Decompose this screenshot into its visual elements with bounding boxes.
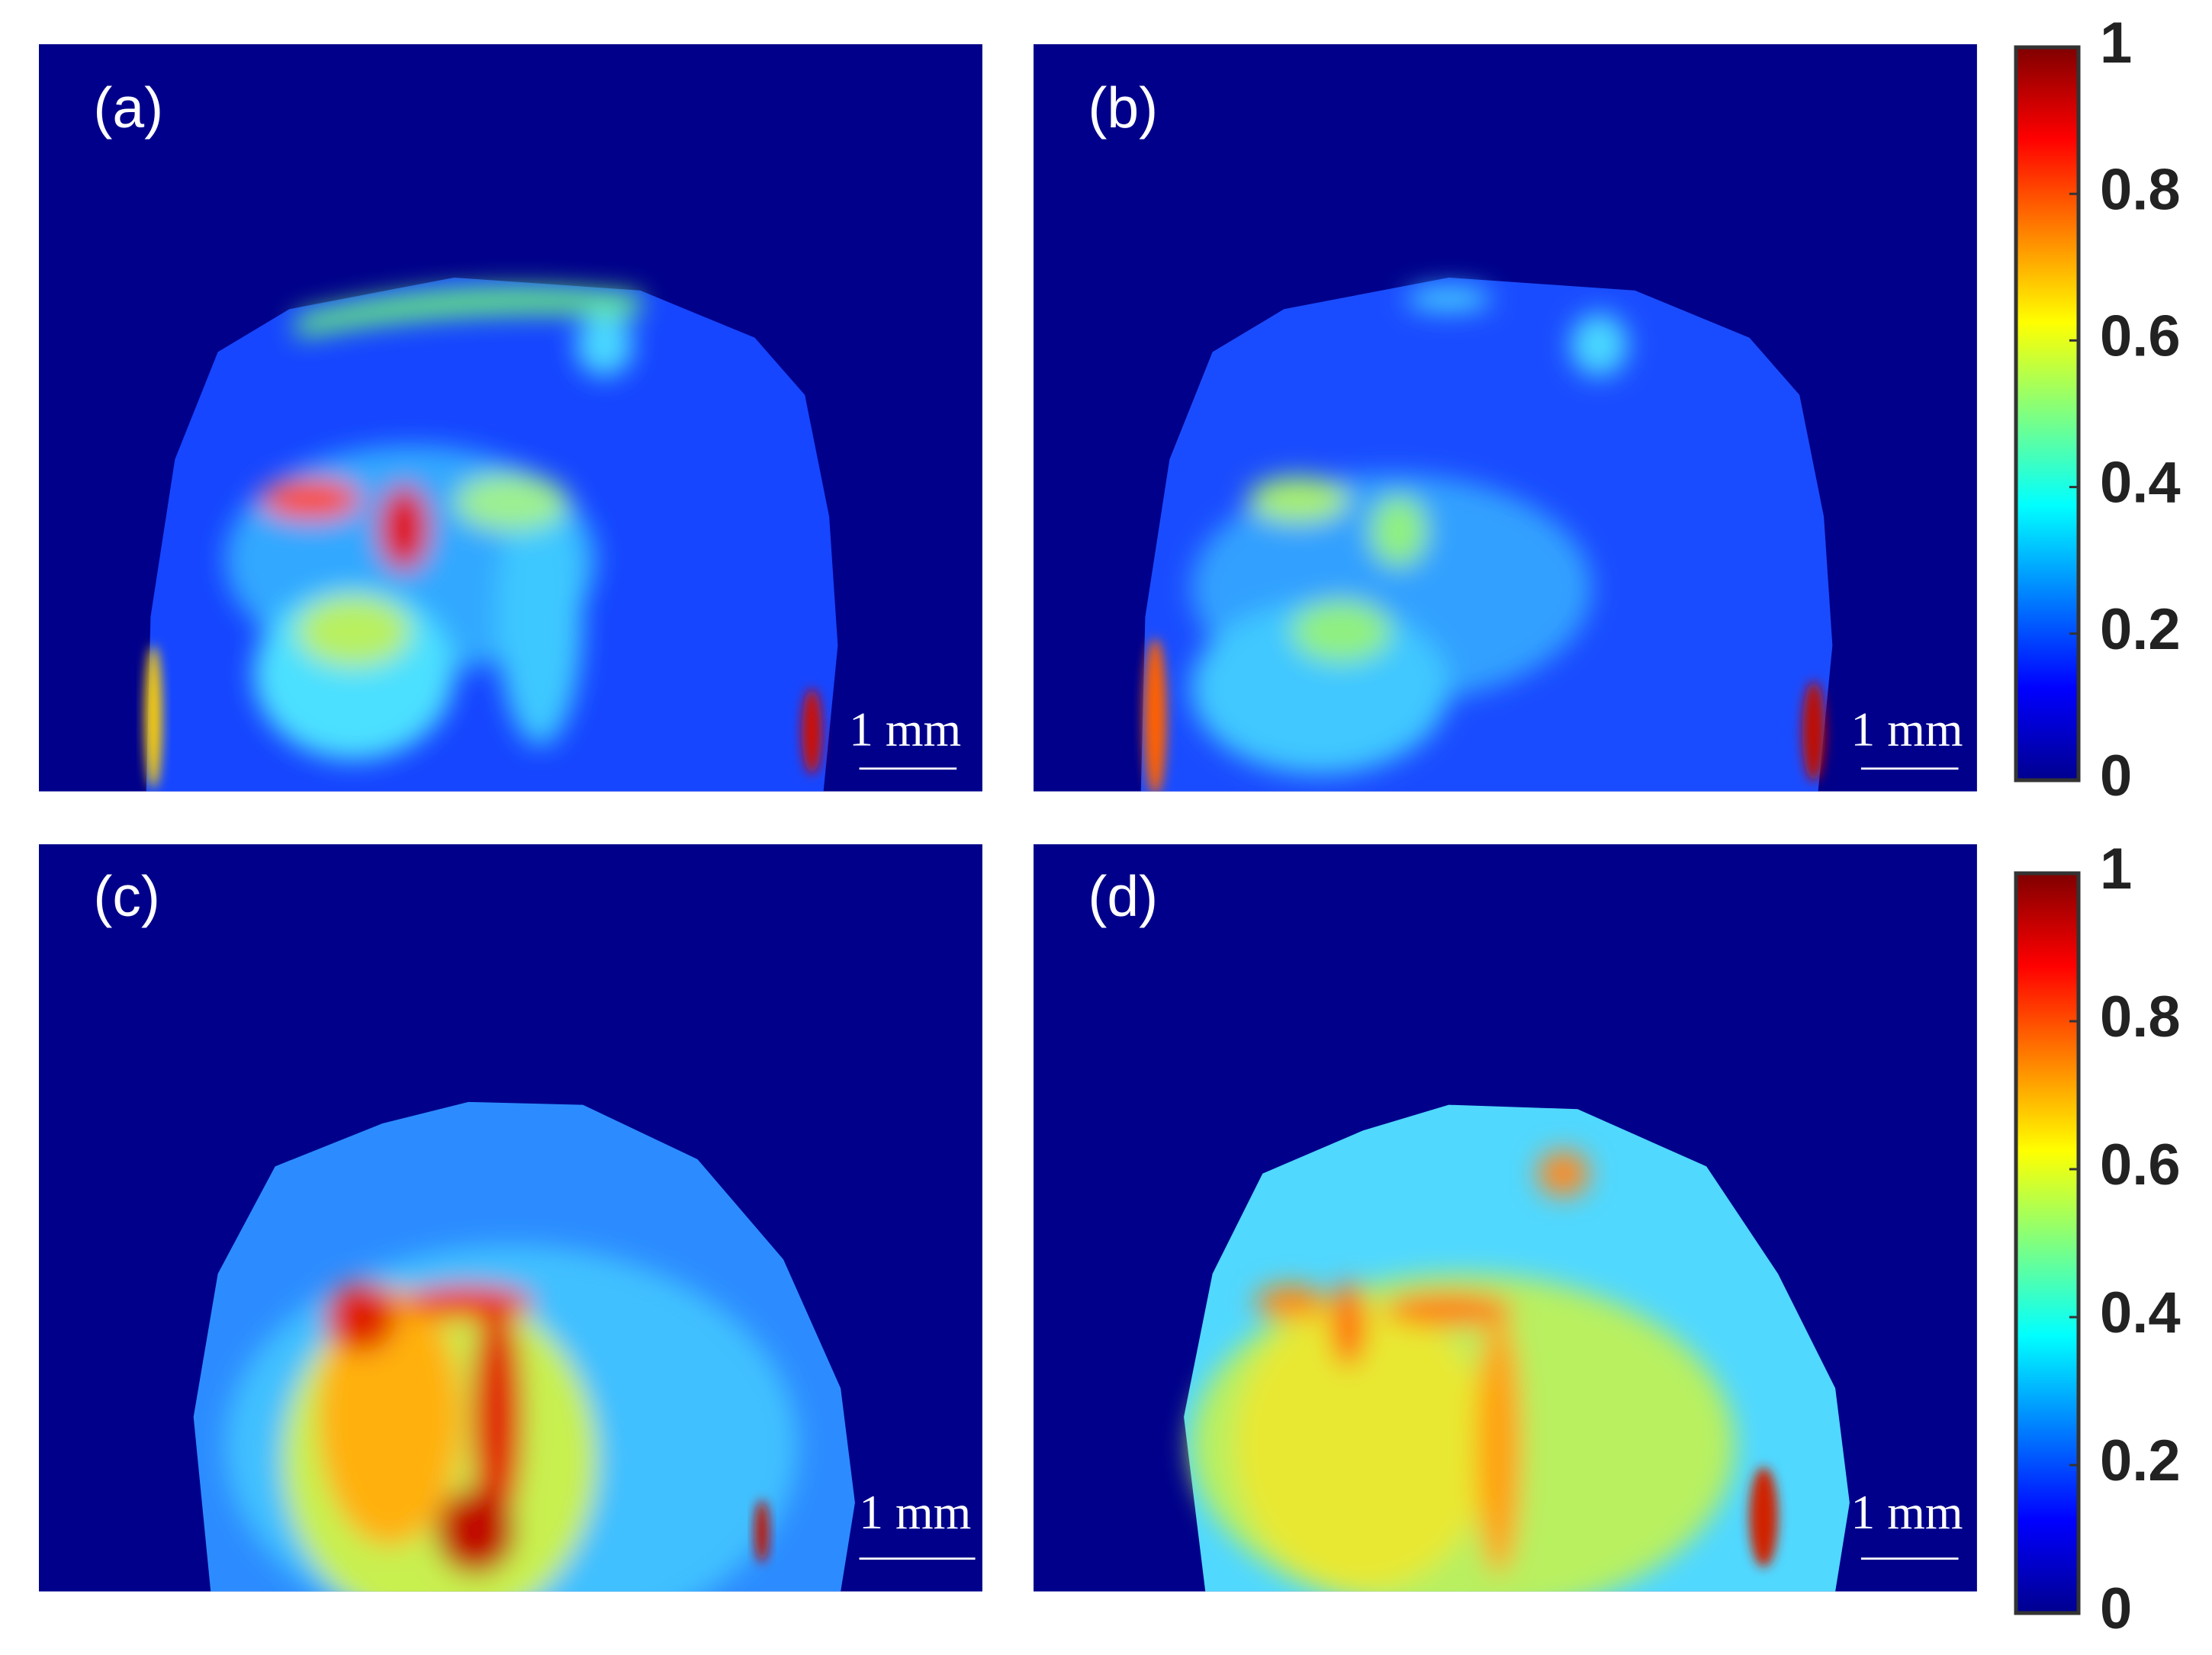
colorbar-tick-label: 0.2 — [2100, 597, 2181, 662]
colorbar-tick-label: 0.4 — [2100, 1281, 2181, 1345]
colorbar-tick-label: 0.6 — [2100, 304, 2181, 368]
scale-bar-label: 1 mm — [849, 702, 961, 757]
colorbar-tick-label: 0.8 — [2100, 157, 2181, 222]
colorbar-tick-label: 0.8 — [2100, 985, 2181, 1049]
panel-label: (c) — [93, 864, 160, 928]
colorbar — [2014, 871, 2081, 1615]
colorbar-tick-label: 1 — [2100, 11, 2132, 76]
panel-c: (c) 1 mm — [39, 844, 982, 1592]
colorbar-tick-label: 0.6 — [2100, 1133, 2181, 1197]
colorbar-tick-label: 0.2 — [2100, 1428, 2181, 1493]
colorbar-tick-label: 0 — [2100, 744, 2132, 808]
panel-label: (a) — [93, 76, 163, 140]
colorbar-tick-label: 1 — [2100, 837, 2132, 901]
colorbar — [2014, 45, 2081, 783]
colorbar-tick-label: 0.4 — [2100, 451, 2181, 516]
scale-bar-label: 1 mm — [1850, 1485, 1963, 1539]
panel-d: (d) 1 mm — [1034, 844, 1977, 1592]
panel-label: (b) — [1088, 76, 1158, 140]
colorbar-tick-label: 0 — [2100, 1576, 2132, 1641]
scale-bar-label: 1 mm — [1850, 702, 1963, 757]
scale-bar-label: 1 mm — [859, 1485, 971, 1539]
panel-b: (b) 1 mm — [1034, 44, 1977, 792]
panel-label: (d) — [1088, 864, 1158, 928]
panel-a: (a) 1 mm — [39, 44, 982, 792]
